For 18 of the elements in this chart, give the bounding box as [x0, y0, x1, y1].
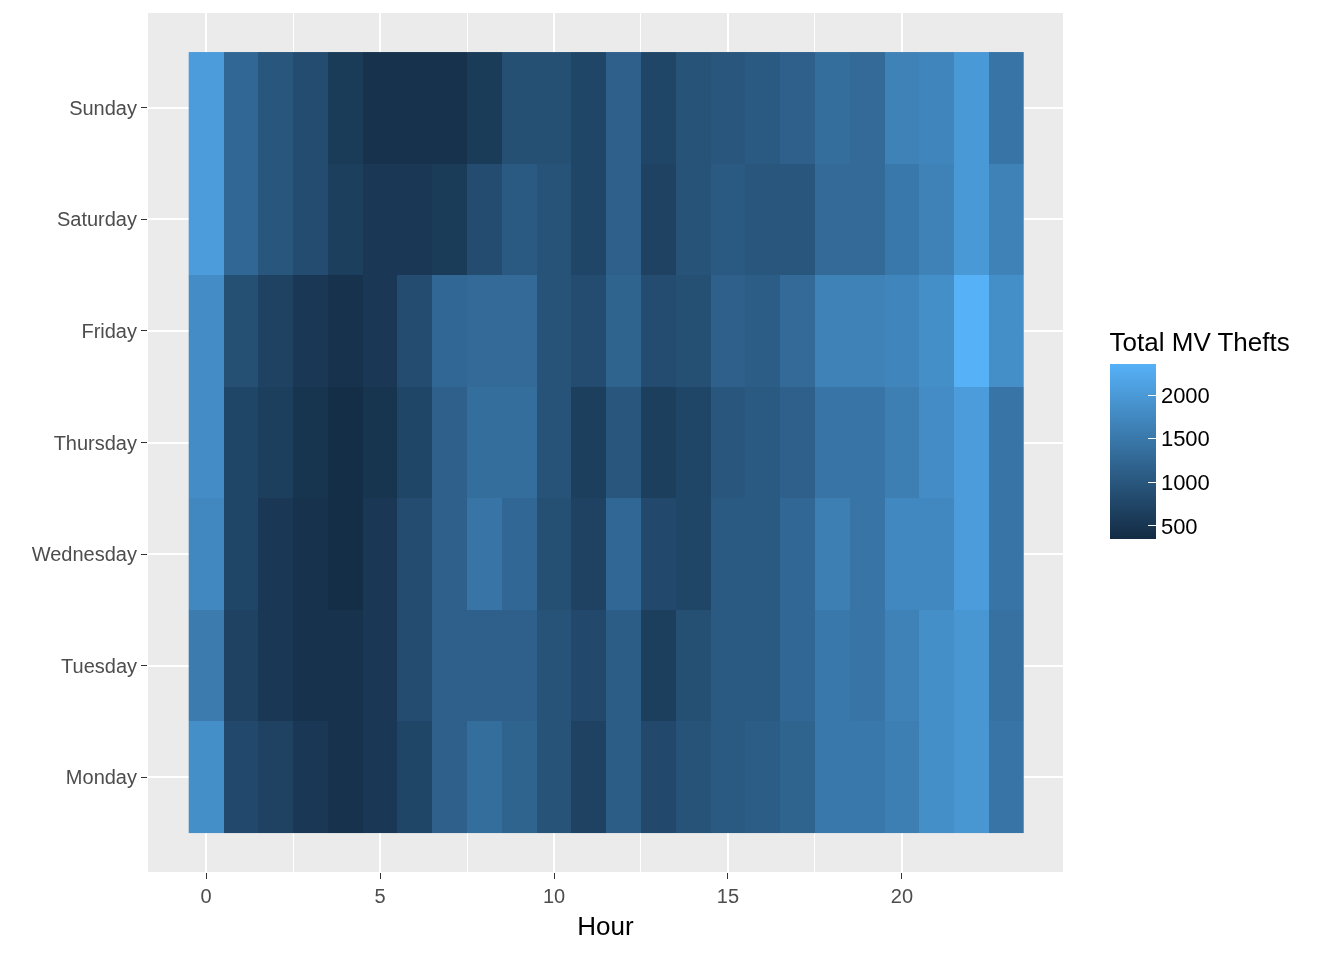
y-tick-label: Monday — [65, 766, 137, 789]
color-bar-label: 1000 — [1160, 470, 1210, 496]
x-tick-label: 20 — [890, 885, 914, 907]
y-tick-label: Thursday — [53, 431, 137, 454]
x-axis-title: Hour — [577, 910, 635, 941]
color-bar-title: Total MV Thefts — [1109, 327, 1290, 358]
x-tick-label: 15 — [716, 885, 740, 907]
x-tick-label: 0 — [200, 885, 212, 907]
x-tick-label: 10 — [542, 885, 566, 907]
color-bar-label: 500 — [1160, 513, 1198, 539]
x-tick-label: 5 — [374, 885, 386, 907]
color-bar-label: 1500 — [1160, 426, 1210, 452]
y-tick-label: Saturday — [56, 208, 137, 231]
color-bar-label: 2000 — [1160, 382, 1210, 408]
y-tick-label: Wednesday — [31, 543, 137, 566]
y-tick-label: Sunday — [69, 96, 137, 119]
y-tick-label: Tuesday — [61, 654, 137, 677]
y-tick-label: Friday — [81, 319, 137, 342]
